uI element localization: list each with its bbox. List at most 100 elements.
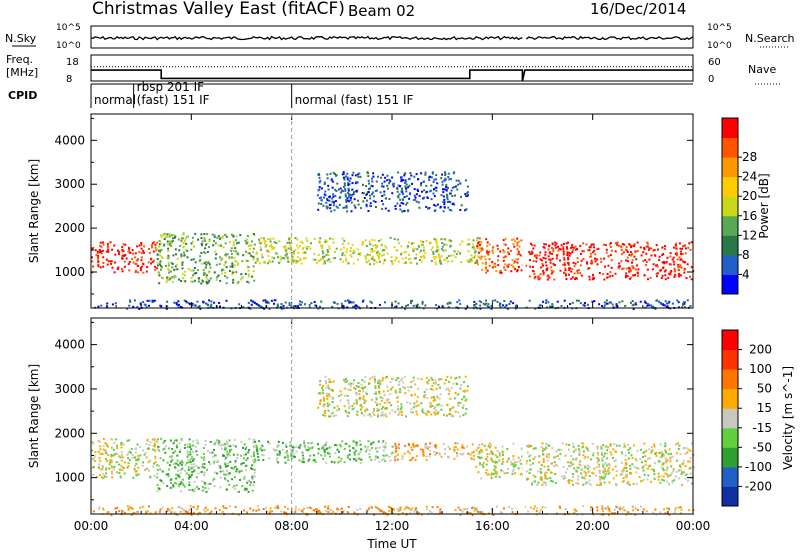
echo-cell — [303, 442, 306, 445]
echo-cell — [575, 482, 578, 484]
echo-cell — [119, 456, 122, 459]
echo-cell — [647, 457, 650, 460]
echo-cell — [627, 448, 630, 451]
echo-cell — [405, 261, 407, 264]
echo-cell — [97, 255, 99, 257]
echo-cell — [228, 256, 231, 259]
echo-cell — [553, 456, 556, 459]
echo-cell — [168, 235, 171, 238]
echo-cell — [308, 447, 311, 450]
echo-cell — [400, 403, 403, 406]
echo-cell — [329, 260, 332, 263]
echo-cell — [395, 449, 398, 452]
echo-cell — [480, 255, 483, 258]
echo-cell — [514, 464, 517, 466]
echo-cell — [669, 460, 672, 463]
echo-cell — [517, 266, 520, 268]
echo-cell — [109, 461, 112, 464]
echo-cell — [228, 439, 231, 442]
echo-cell — [357, 199, 359, 202]
echo-cell — [238, 303, 241, 306]
echo-cell — [386, 389, 389, 392]
echo-cell — [402, 202, 405, 205]
echo-cell — [391, 261, 394, 264]
echo-cell — [130, 507, 133, 510]
echo-cell — [252, 451, 255, 454]
echo-cell — [364, 375, 367, 378]
echo-cell — [187, 302, 190, 305]
echo-cell — [339, 187, 342, 190]
echo-cell — [608, 275, 611, 278]
echo-cell — [197, 442, 200, 445]
echo-cell — [580, 259, 583, 262]
echo-cell — [234, 465, 237, 468]
echo-cell — [390, 452, 393, 455]
echo-cell — [410, 408, 413, 411]
echo-cell — [669, 307, 672, 310]
echo-cell — [574, 262, 577, 265]
echo-cell — [233, 250, 236, 252]
echo-cell — [581, 477, 584, 479]
nave-label: Nave — [748, 63, 776, 76]
echo-cell — [680, 472, 683, 475]
cpid-segment-label: (fast) 151 IF — [137, 93, 210, 107]
echo-cell — [256, 450, 259, 453]
echo-cell — [365, 205, 368, 208]
echo-cell — [633, 465, 636, 468]
echo-cell — [562, 251, 565, 254]
echo-cell — [563, 258, 566, 261]
echo-cell — [485, 238, 488, 241]
y-tick-label: 2000 — [54, 426, 85, 440]
echo-cell — [396, 377, 398, 380]
echo-cell — [454, 442, 457, 445]
echo-cell — [192, 465, 195, 468]
echo-cell — [631, 456, 634, 459]
echo-cell — [199, 307, 202, 310]
echo-cell — [200, 233, 203, 236]
echo-cell — [433, 210, 436, 212]
echo-cell — [449, 397, 452, 400]
echo-cell — [331, 398, 334, 400]
echo-cell — [551, 480, 554, 483]
echo-cell — [357, 382, 360, 384]
echo-cell — [341, 507, 343, 510]
echo-cell — [101, 468, 104, 471]
echo-cell — [676, 459, 679, 462]
echo-cell — [615, 305, 618, 308]
echo-cell — [235, 470, 238, 473]
echo-cell — [495, 471, 498, 474]
echo-cell — [230, 466, 233, 469]
echo-cell — [367, 179, 370, 182]
echo-cell — [230, 252, 233, 255]
echo-cell — [488, 258, 491, 261]
echo-cell — [404, 444, 407, 447]
echo-cell — [384, 444, 387, 447]
echo-cell — [681, 252, 684, 255]
echo-cell — [326, 392, 328, 395]
echo-cell — [175, 477, 178, 480]
echo-cell — [334, 444, 337, 446]
echo-cell — [384, 413, 387, 416]
echo-cell — [345, 251, 348, 253]
echo-cell — [246, 259, 249, 262]
echo-cell — [301, 242, 304, 244]
echo-cell — [400, 379, 403, 382]
echo-cell — [207, 281, 210, 284]
echo-cell — [102, 256, 105, 259]
colorbar-tick-label: 20 — [742, 189, 757, 203]
echo-cell — [429, 401, 432, 404]
echo-cell — [195, 439, 198, 442]
echo-cell — [192, 269, 195, 272]
echo-cell — [248, 438, 251, 440]
echo-cell — [306, 240, 309, 242]
echo-cell — [137, 457, 140, 460]
colorbar-swatch — [722, 215, 738, 236]
echo-cell — [339, 390, 342, 393]
echo-cell — [401, 455, 404, 458]
echo-cell — [388, 178, 391, 181]
echo-cell — [593, 277, 596, 280]
echo-cell — [377, 379, 380, 382]
echo-cell — [401, 306, 403, 309]
echo-cell — [592, 273, 594, 276]
echo-cell — [486, 473, 489, 476]
